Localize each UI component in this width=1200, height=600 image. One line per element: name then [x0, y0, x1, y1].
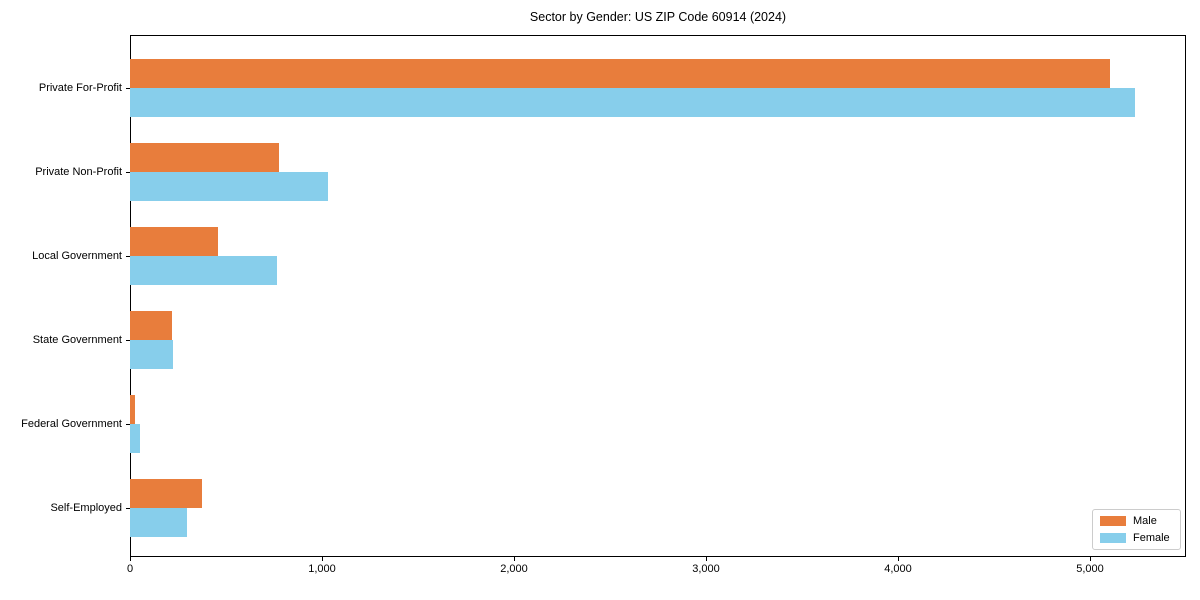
legend-label-male: Male: [1133, 515, 1157, 527]
y-tick-mark-local-government: [126, 256, 130, 257]
x-tick-label-5000: 5,000: [1076, 563, 1104, 575]
y-tick-mark-self-employed: [126, 508, 130, 509]
x-tick-label-4000: 4,000: [884, 563, 912, 575]
bar-female-private-non-profit: [130, 172, 328, 201]
legend: Male Female: [1092, 509, 1181, 550]
bar-female-local-government: [130, 256, 278, 285]
bar-male-private-for-profit: [130, 59, 1111, 88]
x-tick-mark-4000: [898, 557, 899, 561]
category-label-self-employed: Self-Employed: [50, 502, 122, 514]
y-tick-mark-federal-government: [126, 424, 130, 425]
category-label-state-government: State Government: [32, 334, 122, 346]
x-tick-label-1000: 1,000: [308, 563, 336, 575]
bar-male-state-government: [130, 311, 172, 340]
plot-area: [130, 35, 1186, 557]
bar-female-federal-government: [130, 424, 140, 453]
x-tick-label-3000: 3,000: [692, 563, 720, 575]
category-label-private-non-profit: Private Non-Profit: [35, 166, 122, 178]
bar-male-self-employed: [130, 479, 202, 508]
x-tick-mark-5000: [1090, 557, 1091, 561]
x-tick-mark-0: [130, 557, 131, 561]
bar-female-state-government: [130, 340, 173, 369]
x-tick-mark-1000: [322, 557, 323, 561]
bar-female-self-employed: [130, 508, 187, 537]
y-tick-mark-state-government: [126, 340, 130, 341]
legend-item-male: Male: [1100, 515, 1172, 527]
y-tick-mark-private-for-profit: [126, 88, 130, 89]
chart-title: Sector by Gender: US ZIP Code 60914 (202…: [529, 10, 787, 24]
legend-label-female: Female: [1133, 532, 1170, 544]
x-tick-mark-3000: [706, 557, 707, 561]
bar-female-private-for-profit: [130, 88, 1135, 117]
x-tick-label-0: 0: [126, 563, 134, 575]
x-tick-label-2000: 2,000: [500, 563, 528, 575]
y-tick-mark-private-non-profit: [126, 172, 130, 173]
category-label-local-government: Local Government: [32, 250, 122, 262]
bar-male-local-government: [130, 227, 218, 256]
legend-swatch-male: [1100, 516, 1126, 526]
x-tick-mark-2000: [514, 557, 515, 561]
legend-swatch-female: [1100, 533, 1126, 543]
legend-item-female: Female: [1100, 532, 1172, 544]
bar-male-federal-government: [130, 395, 135, 424]
category-label-private-for-profit: Private For-Profit: [38, 82, 122, 94]
bar-male-private-non-profit: [130, 143, 279, 172]
category-label-federal-government: Federal Government: [21, 418, 122, 430]
